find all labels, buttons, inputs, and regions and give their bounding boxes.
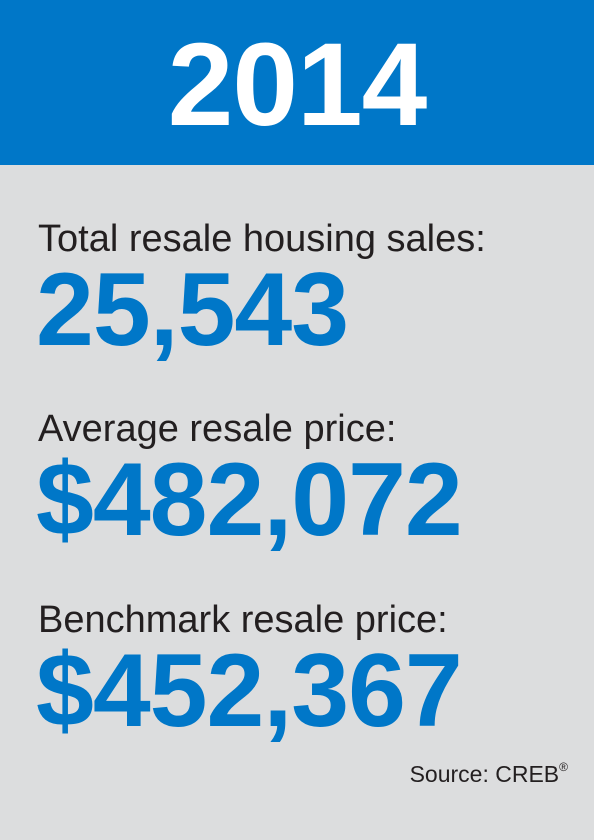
source-text: Source: CREB (409, 761, 560, 787)
stat-value-total-sales: 25,543 (36, 252, 349, 368)
stat-label-average-price: Average resale price: (38, 408, 397, 450)
year-title: 2014 (167, 19, 428, 151)
year-header-banner: 2014 (0, 0, 594, 165)
registered-mark: ® (559, 760, 568, 774)
source-credit: Source: CREB® (409, 760, 568, 787)
stat-label-benchmark-price: Benchmark resale price: (38, 599, 448, 641)
stat-label-total-sales: Total resale housing sales: (38, 218, 486, 260)
stat-value-benchmark-price: $452,367 (36, 633, 463, 749)
stat-value-average-price: $482,072 (36, 442, 463, 558)
